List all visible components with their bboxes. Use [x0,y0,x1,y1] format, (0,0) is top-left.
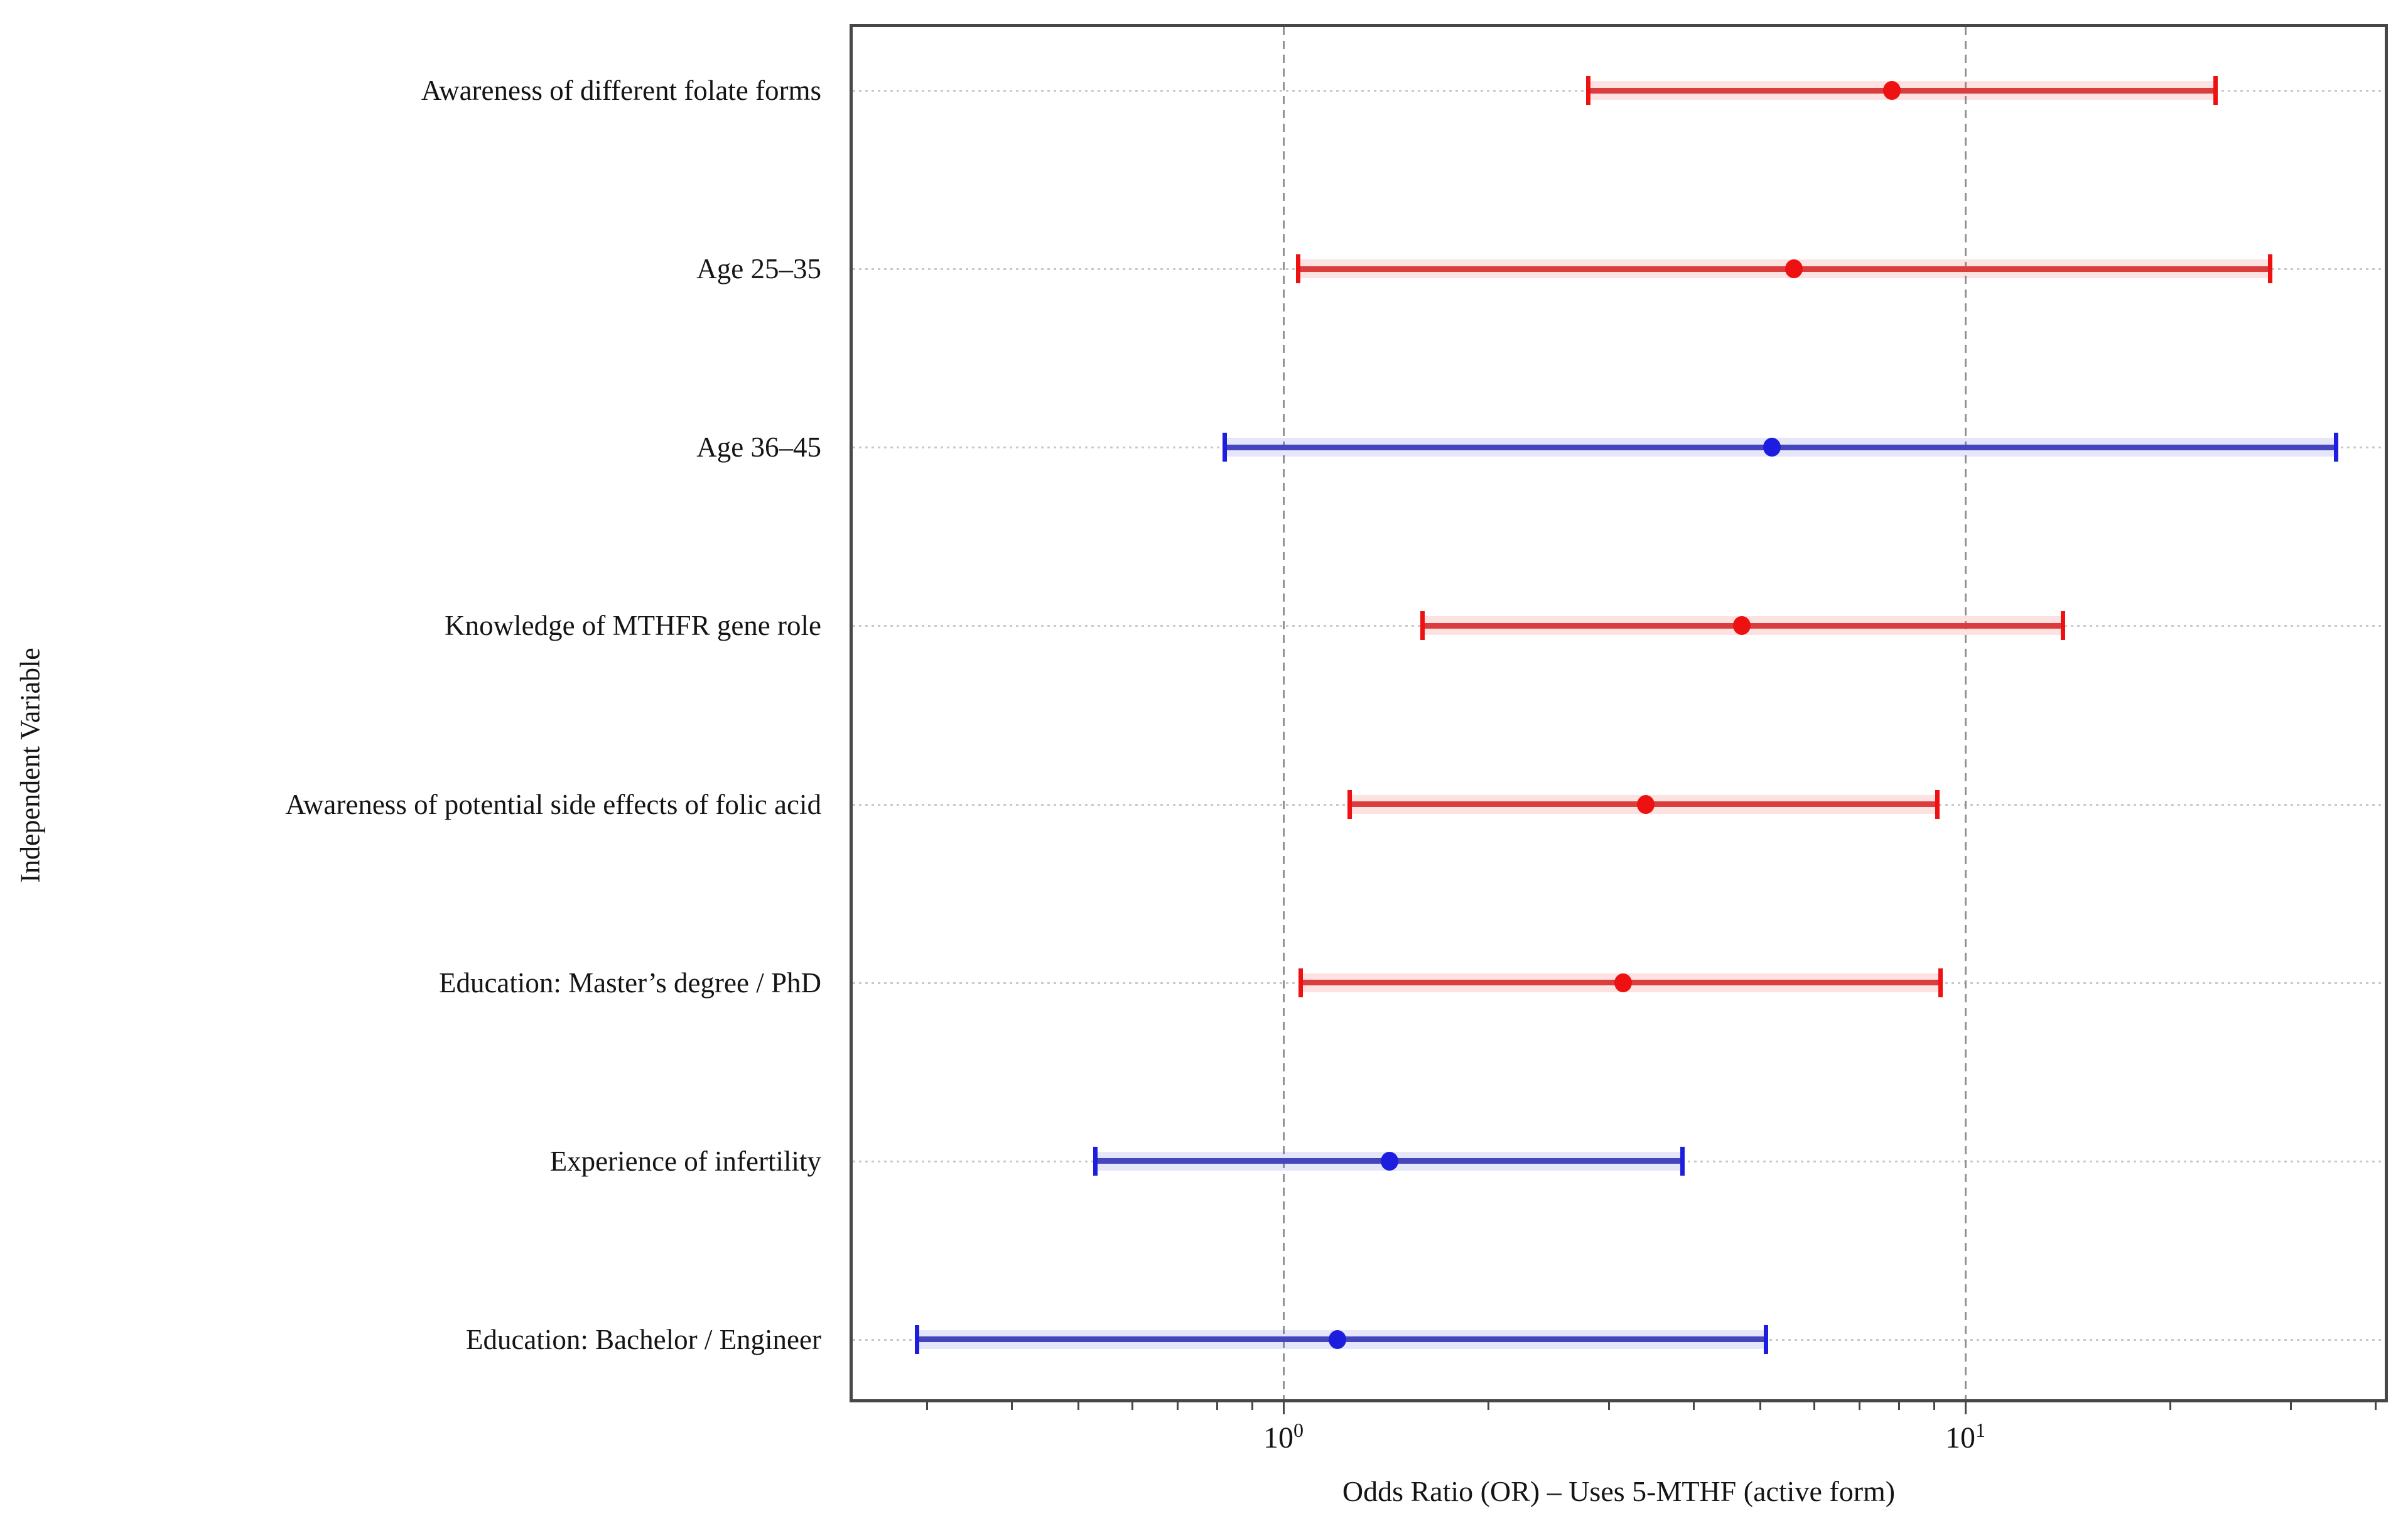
x-minor-tick [1011,1402,1013,1410]
x-major-tick [1964,1402,1967,1414]
x-axis-title: Odds Ratio (OR) – Uses 5-MTHF (active fo… [1342,1475,1896,1507]
x-minor-tick [1607,1402,1610,1410]
category-label: Knowledge of MTHFR gene role [445,610,821,642]
ci-line [1224,444,2336,450]
x-minor-tick [1131,1402,1133,1410]
x-minor-tick [1859,1402,1861,1410]
x-minor-tick [1177,1402,1179,1410]
ci-cap-high [1680,1146,1685,1176]
x-minor-tick [2289,1402,2292,1410]
x-minor-tick [2169,1402,2172,1410]
x-minor-tick [1759,1402,1761,1410]
ci-cap-low [1298,968,1303,997]
reference-line [1964,27,1967,1399]
or-point [1784,259,1803,279]
or-point [1732,616,1751,636]
or-point [1380,1151,1398,1171]
ci-line [1298,266,2270,272]
x-minor-tick [1693,1402,1695,1410]
category-label: Experience of infertility [549,1145,821,1177]
category-label: Education: Bachelor / Engineer [465,1323,821,1355]
x-minor-tick [1813,1402,1815,1410]
ci-cap-high [1938,968,1943,997]
x-minor-tick [1077,1402,1079,1410]
x-minor-tick [1487,1402,1490,1410]
ci-cap-high [1935,789,1940,819]
ci-cap-low [914,1324,919,1354]
category-label: Age 25–35 [696,253,821,285]
ci-cap-low [1586,76,1591,105]
ci-cap-low [1347,789,1352,819]
ci-cap-high [2334,433,2339,462]
plot-area [850,24,2388,1402]
x-tick-label: 100 [1263,1419,1304,1454]
ci-line [1588,87,2216,94]
x-minor-tick [2375,1402,2377,1410]
ci-cap-high [2060,611,2065,641]
ci-cap-low [1420,611,1425,641]
category-label: Awareness of potential side effects of f… [285,788,821,820]
ci-cap-high [1763,1324,1768,1354]
x-minor-tick [926,1402,928,1410]
x-minor-tick [1216,1402,1219,1410]
or-point [1637,794,1655,814]
or-point [1882,81,1901,100]
or-point [1763,438,1781,457]
x-minor-tick [1933,1402,1935,1410]
category-label: Awareness of different folate forms [421,75,821,106]
or-point [1328,1330,1346,1349]
category-label: Age 36–45 [696,431,821,463]
reference-line [1282,27,1285,1399]
x-minor-tick [1898,1402,1901,1410]
ci-cap-low [1093,1146,1098,1176]
or-point [1614,973,1633,992]
x-tick-label: 101 [1945,1419,1985,1454]
ci-cap-high [2268,254,2273,284]
ci-cap-high [2213,76,2218,105]
ci-cap-low [1295,254,1300,284]
ci-cap-low [1222,433,1227,462]
y-axis-title: Independent Variable [14,647,46,883]
x-major-tick [1282,1402,1285,1414]
category-label: Education: Master’s degree / PhD [438,967,821,999]
x-minor-tick [1251,1402,1253,1410]
